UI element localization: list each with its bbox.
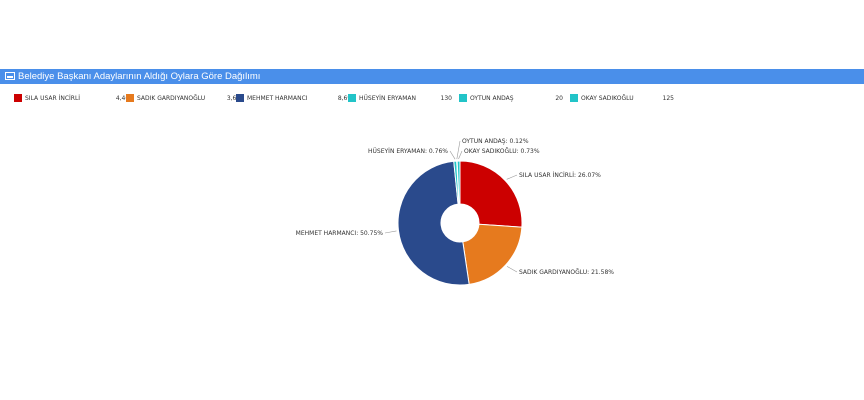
legend-swatch bbox=[14, 94, 22, 102]
legend-value: 3,698 bbox=[204, 95, 244, 102]
leader-line-sadik-gardiyanoglu bbox=[506, 266, 518, 273]
legend-value: 130 bbox=[440, 95, 452, 102]
legend-value: 20 bbox=[555, 95, 563, 102]
legend-swatch bbox=[459, 94, 467, 102]
legend-swatch bbox=[236, 94, 244, 102]
data-label-huseyin-eryaman: HÜSEYİN ERYAMAN: 0.76% bbox=[368, 148, 448, 155]
legend-value: 4,468 bbox=[115, 95, 133, 102]
legend-swatch bbox=[348, 94, 356, 102]
chart-legend: SILA USAR İNCİRLİ 4,468 SADIK GARDIYANOĞ… bbox=[0, 92, 864, 106]
legend-value: 125 bbox=[662, 95, 674, 102]
legend-label: SADIK GARDIYANOĞLU bbox=[137, 95, 206, 102]
legend-label: HÜSEYİN ERYAMAN bbox=[359, 95, 416, 102]
pie-slice-mehmet-harmanci[interactable] bbox=[397, 160, 470, 286]
bar-chart-icon bbox=[5, 72, 15, 80]
legend-label: SILA USAR İNCİRLİ bbox=[25, 95, 81, 102]
legend-value: 8,699 bbox=[337, 95, 355, 102]
data-label-sadik-gardiyanoglu: SADIK GARDIYANOĞLU: 21.58% bbox=[519, 269, 614, 276]
leader-line-oytun-andas bbox=[456, 140, 461, 160]
chart-title: Belediye Başkanı Adaylarının Aldığı Oyla… bbox=[18, 71, 261, 82]
pie-slice-sadik-gardiyanoglu[interactable] bbox=[462, 223, 523, 285]
pie-slice-sila-usar-incirli[interactable] bbox=[459, 160, 523, 228]
legend-swatch bbox=[126, 94, 134, 102]
leader-line-huseyin-eryaman bbox=[449, 150, 456, 160]
legend-label: MEHMET HARMANCI bbox=[247, 95, 308, 102]
chart-panel-header: Belediye Başkanı Adaylarının Aldığı Oyla… bbox=[0, 69, 864, 84]
data-label-mehmet-harmanci: MEHMET HARMANCI: 50.75% bbox=[296, 230, 384, 237]
leader-line-sila-usar-incirli bbox=[506, 174, 518, 180]
data-label-sila-usar-incirli: SILA USAR İNCİRLİ: 26.07% bbox=[519, 172, 601, 179]
pie-slice-okay-sadikoglu[interactable] bbox=[456, 160, 461, 205]
legend-label: OKAY SADIKOĞLU bbox=[581, 95, 634, 102]
leader-line-mehmet-harmanci bbox=[384, 230, 397, 234]
legend-label: OYTUN ANDAŞ bbox=[470, 95, 514, 102]
leader-line-okay-sadikoglu bbox=[458, 150, 463, 160]
data-label-oytun-andas: OYTUN ANDAŞ: 0.12% bbox=[462, 138, 529, 145]
legend-swatch bbox=[570, 94, 578, 102]
data-label-okay-sadikoglu: OKAY SADIKOĞLU: 0.73% bbox=[464, 148, 540, 155]
